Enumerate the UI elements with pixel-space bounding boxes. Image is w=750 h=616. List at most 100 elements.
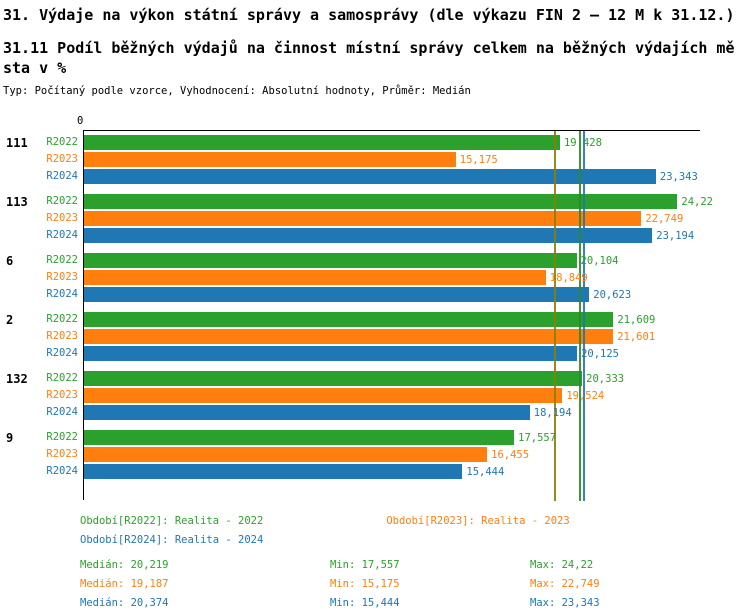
- series-axis-label: R2024: [46, 229, 78, 241]
- value-label: 17,557: [518, 431, 557, 444]
- series-axis-label: R2022: [46, 372, 78, 384]
- bar-row: R2023 22,749: [46, 211, 700, 226]
- bar-r2024-2: [84, 346, 578, 361]
- series-axis-label: R2023: [46, 330, 78, 342]
- legend-item-r2022: Období[R2022]: Realita - 2022: [80, 515, 264, 527]
- bar-row: R2024 23,343: [46, 169, 700, 184]
- bar-group: 111 R2022 19,428 R2023 15,175 R2024 23,343: [6, 135, 700, 184]
- bar-group: 2 R2022 21,609 R2023 21,601 R2024 20,125: [6, 312, 700, 361]
- value-label: 18,849: [549, 271, 588, 284]
- bar-group: 132 R2022 20,333 R2023 19,524 R2024 18,194: [6, 371, 700, 420]
- category-label: 9: [6, 431, 14, 445]
- bar-r2023-2: [84, 329, 614, 344]
- value-label: 23,343: [659, 170, 698, 183]
- bar-row: R2022 20,333: [46, 371, 700, 386]
- median-line-r2022: [579, 131, 582, 501]
- stat-max-r2024: Max: 23,343: [530, 597, 600, 609]
- series-axis-label: R2022: [46, 313, 78, 325]
- bar-row: R2023 21,601: [46, 329, 700, 344]
- series-axis-label: R2023: [46, 153, 78, 165]
- value-label: 24,22: [681, 195, 713, 208]
- bar-r2023-132: [84, 388, 563, 403]
- bar-r2023-111: [84, 152, 456, 167]
- stats-row-r2022: Medián: 20,219 Min: 17,557 Max: 24,22: [80, 556, 750, 575]
- series-axis-label: R2022: [46, 254, 78, 266]
- bar-r2023-113: [84, 211, 642, 226]
- indicator-title: 31.11 Podíl běžných výdajů na činnost mí…: [3, 39, 735, 77]
- stat-max-r2022: Max: 24,22: [530, 559, 594, 571]
- bar-row: R2023 18,849: [46, 270, 700, 285]
- value-label: 20,104: [580, 254, 619, 267]
- value-label: 16,455: [491, 448, 530, 461]
- bar-r2022-113: [84, 194, 678, 209]
- series-axis-label: R2022: [46, 431, 78, 443]
- bar-r2023-6: [84, 270, 546, 285]
- bar-group: 6 R2022 20,104 R2023 18,849 R2024 20,623: [6, 253, 700, 302]
- bar-row: R2024 20,623: [46, 287, 700, 302]
- stat-min-r2023: Min: 15,175: [330, 578, 400, 590]
- legend-item-r2023: Období[R2023]: Realita - 2023: [386, 515, 570, 527]
- bar-group: 113 R2022 24,22 R2023 22,749 R2024 23,194: [6, 194, 713, 243]
- bar-row: R2024 20,125: [46, 346, 700, 361]
- bar-row: R2023 15,175: [46, 152, 700, 167]
- value-label: 18,194: [533, 406, 572, 419]
- axis-origin-label: 0: [77, 115, 84, 127]
- series-axis-label: R2024: [46, 465, 78, 477]
- series-axis-label: R2022: [46, 136, 78, 148]
- series-axis-label: R2023: [46, 271, 78, 283]
- report-title: 31. Výdaje na výkon státní správy a samo…: [3, 6, 735, 24]
- value-label: 21,609: [617, 313, 656, 326]
- value-label: 19,524: [566, 389, 605, 402]
- bar-r2022-9: [84, 430, 515, 445]
- series-axis-label: R2024: [46, 170, 78, 182]
- bar-row: R2024 15,444: [46, 464, 700, 479]
- bar-r2024-111: [84, 169, 656, 184]
- bar-row: R2022 20,104: [46, 253, 700, 268]
- bar-row: R2023 16,455: [46, 447, 700, 462]
- bar-r2022-111: [84, 135, 560, 150]
- stat-median-r2022: Medián: 20,219: [80, 559, 169, 571]
- series-axis-label: R2023: [46, 389, 78, 401]
- value-label: 23,194: [656, 229, 695, 242]
- stat-min-r2022: Min: 17,557: [330, 559, 400, 571]
- bar-row: R2023 19,524: [46, 388, 700, 403]
- summary-stats: Medián: 20,219 Min: 17,557 Max: 24,22 Me…: [80, 556, 750, 613]
- legend-row: Období[R2024]: Realita - 2024: [80, 531, 750, 550]
- bar-row: R2024 18,194: [46, 405, 700, 420]
- bar-r2022-132: [84, 371, 583, 386]
- stats-row-r2024: Medián: 20,374 Min: 15,444 Max: 23,343: [80, 594, 750, 613]
- bar-r2024-113: [84, 228, 653, 243]
- bar-group: 9 R2022 17,557 R2023 16,455 R2024 15,444: [6, 430, 700, 479]
- value-label: 15,444: [466, 465, 505, 478]
- bar-row: R2022 19,428: [46, 135, 700, 150]
- series-axis-label: R2024: [46, 347, 78, 359]
- stat-max-r2023: Max: 22,749: [530, 578, 600, 590]
- value-label: 15,175: [459, 153, 498, 166]
- category-label: 113: [6, 195, 28, 209]
- bar-r2022-2: [84, 312, 614, 327]
- bar-row: R2022 17,557: [46, 430, 700, 445]
- value-label: 21,601: [617, 330, 656, 343]
- value-label: 20,125: [581, 347, 619, 360]
- series-axis-label: R2023: [46, 212, 78, 224]
- legend-row: Období[R2022]: Realita - 2022 Období[R20…: [80, 512, 750, 531]
- indicator-meta: Typ: Počítaný podle vzorce, Vyhodnocení:…: [3, 85, 471, 97]
- category-label: 6: [6, 254, 14, 268]
- value-label: 19,428: [563, 136, 602, 149]
- legend-item-r2024: Období[R2024]: Realita - 2024: [80, 534, 264, 546]
- series-axis-label: R2022: [46, 195, 78, 207]
- series-axis-label: R2023: [46, 448, 78, 460]
- bar-r2022-6: [84, 253, 577, 268]
- bar-row: R2022 21,609: [46, 312, 700, 327]
- stat-min-r2024: Min: 15,444: [330, 597, 400, 609]
- stat-median-r2024: Medián: 20,374: [80, 597, 169, 609]
- category-label: 2: [6, 313, 14, 327]
- bar-row: R2024 23,194: [46, 228, 700, 243]
- category-label: 132: [6, 372, 28, 386]
- stat-median-r2023: Medián: 19,187: [80, 578, 169, 590]
- value-label: 22,749: [645, 212, 684, 225]
- bar-chart: 0 111 R2022 19,428 R2023 15,175 R2024 23,343 11…: [3, 114, 748, 501]
- value-label: 20,333: [586, 372, 625, 385]
- plot-region: 111 R2022 19,428 R2023 15,175 R2024 23,343 113 R…: [6, 130, 713, 501]
